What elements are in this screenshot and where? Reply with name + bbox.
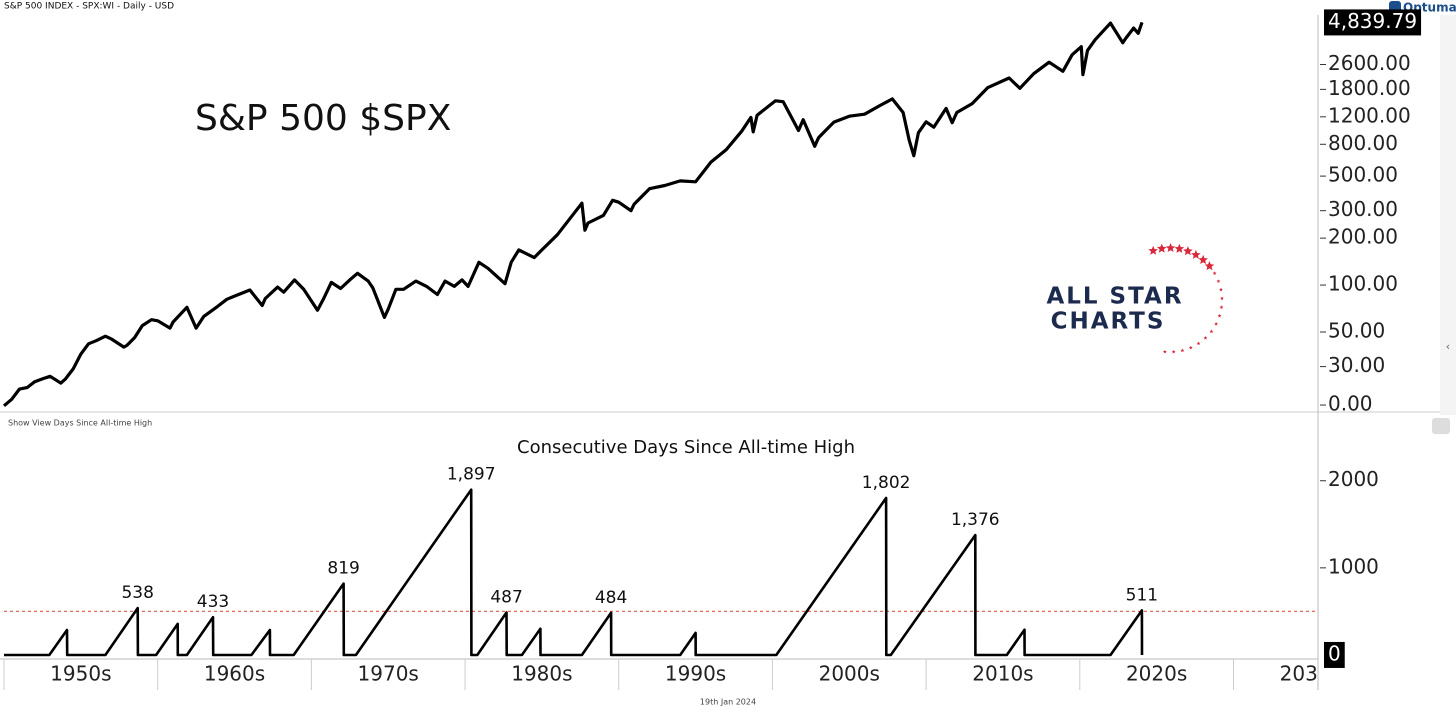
y-tick-label: 1000 bbox=[1328, 554, 1379, 578]
star bbox=[1165, 243, 1176, 252]
y-tick-label: 800.00 bbox=[1328, 131, 1398, 155]
x-tick-label: 1990s bbox=[665, 662, 726, 686]
data-label: 484 bbox=[595, 588, 627, 608]
star bbox=[1157, 243, 1167, 253]
watermark: CHARTS bbox=[1051, 309, 1166, 335]
x-tick-label: 1960s bbox=[204, 662, 265, 686]
star bbox=[1214, 322, 1218, 326]
y-tick-label: 500.00 bbox=[1328, 163, 1398, 187]
y-tick-label: 100.00 bbox=[1328, 272, 1398, 296]
data-label: 1,376 bbox=[951, 510, 1000, 530]
star bbox=[1216, 279, 1221, 283]
current-value-label: 0 bbox=[1328, 641, 1341, 665]
star bbox=[1219, 305, 1224, 309]
data-label: 511 bbox=[1126, 585, 1158, 605]
y-tick-label: 30.00 bbox=[1328, 353, 1385, 377]
star bbox=[1180, 348, 1185, 353]
data-label: 487 bbox=[490, 588, 522, 608]
data-label: 538 bbox=[121, 583, 153, 603]
panel-label: Show View Days Since All-time High bbox=[8, 419, 152, 428]
x-tick-label: 2030s bbox=[1280, 662, 1341, 686]
y-tick-label: 200.00 bbox=[1328, 225, 1398, 249]
chart-title: S&P 500 $SPX bbox=[195, 98, 451, 139]
watermark-stars bbox=[1148, 243, 1224, 354]
data-label: 819 bbox=[327, 559, 359, 579]
star bbox=[1204, 261, 1215, 271]
x-tick-label: 1950s bbox=[50, 662, 111, 686]
y-tick-label: 1800.00 bbox=[1328, 76, 1411, 100]
star bbox=[1212, 271, 1217, 275]
y-tick-label: 1200.00 bbox=[1328, 103, 1411, 127]
y-tick-label: 2000 bbox=[1328, 467, 1379, 491]
date-footer: 19th Jan 2024 bbox=[700, 698, 756, 707]
star bbox=[1196, 341, 1201, 346]
y-tick-label: 50.00 bbox=[1328, 319, 1385, 343]
series-line bbox=[2, 21, 1144, 408]
data-label: 1,802 bbox=[862, 473, 911, 493]
series-line bbox=[4, 488, 1144, 657]
y-tick-label: 0.00 bbox=[1328, 392, 1373, 416]
collapse-icon[interactable]: ‹ bbox=[1446, 340, 1450, 353]
y-tick-label: 2600.00 bbox=[1328, 51, 1411, 75]
star bbox=[1203, 336, 1208, 340]
star bbox=[1220, 296, 1224, 301]
data-label: 1,897 bbox=[447, 465, 496, 485]
watermark: ALL STAR bbox=[1046, 284, 1183, 310]
star bbox=[1217, 313, 1222, 318]
star bbox=[1162, 349, 1167, 354]
x-tick-label: 1980s bbox=[511, 662, 572, 686]
star bbox=[1183, 246, 1193, 256]
star bbox=[1171, 349, 1176, 354]
y-tick-label: 300.00 bbox=[1328, 197, 1398, 221]
star bbox=[1219, 287, 1223, 292]
current-value-box bbox=[1324, 9, 1422, 36]
current-value-label: 4,839.79 bbox=[1328, 9, 1417, 33]
star bbox=[1148, 245, 1158, 255]
x-tick-label: 2000s bbox=[819, 662, 880, 686]
star bbox=[1191, 249, 1201, 259]
panel-title: Consecutive Days Since All-time High bbox=[517, 437, 855, 458]
header: S&P 500 INDEX - SPX:WI - Daily - USD bbox=[4, 2, 174, 12]
scrollbar bbox=[1440, 15, 1456, 415]
x-tick-label: 2010s bbox=[972, 662, 1033, 686]
x-tick-label: 1970s bbox=[358, 662, 419, 686]
star bbox=[1188, 345, 1193, 350]
star bbox=[1209, 329, 1214, 334]
star bbox=[1174, 243, 1185, 253]
x-tick-label: 2020s bbox=[1126, 662, 1187, 686]
current-value-box bbox=[1324, 641, 1345, 668]
data-label: 433 bbox=[197, 592, 229, 612]
star bbox=[1198, 254, 1208, 264]
lock-icon[interactable] bbox=[1432, 418, 1450, 434]
